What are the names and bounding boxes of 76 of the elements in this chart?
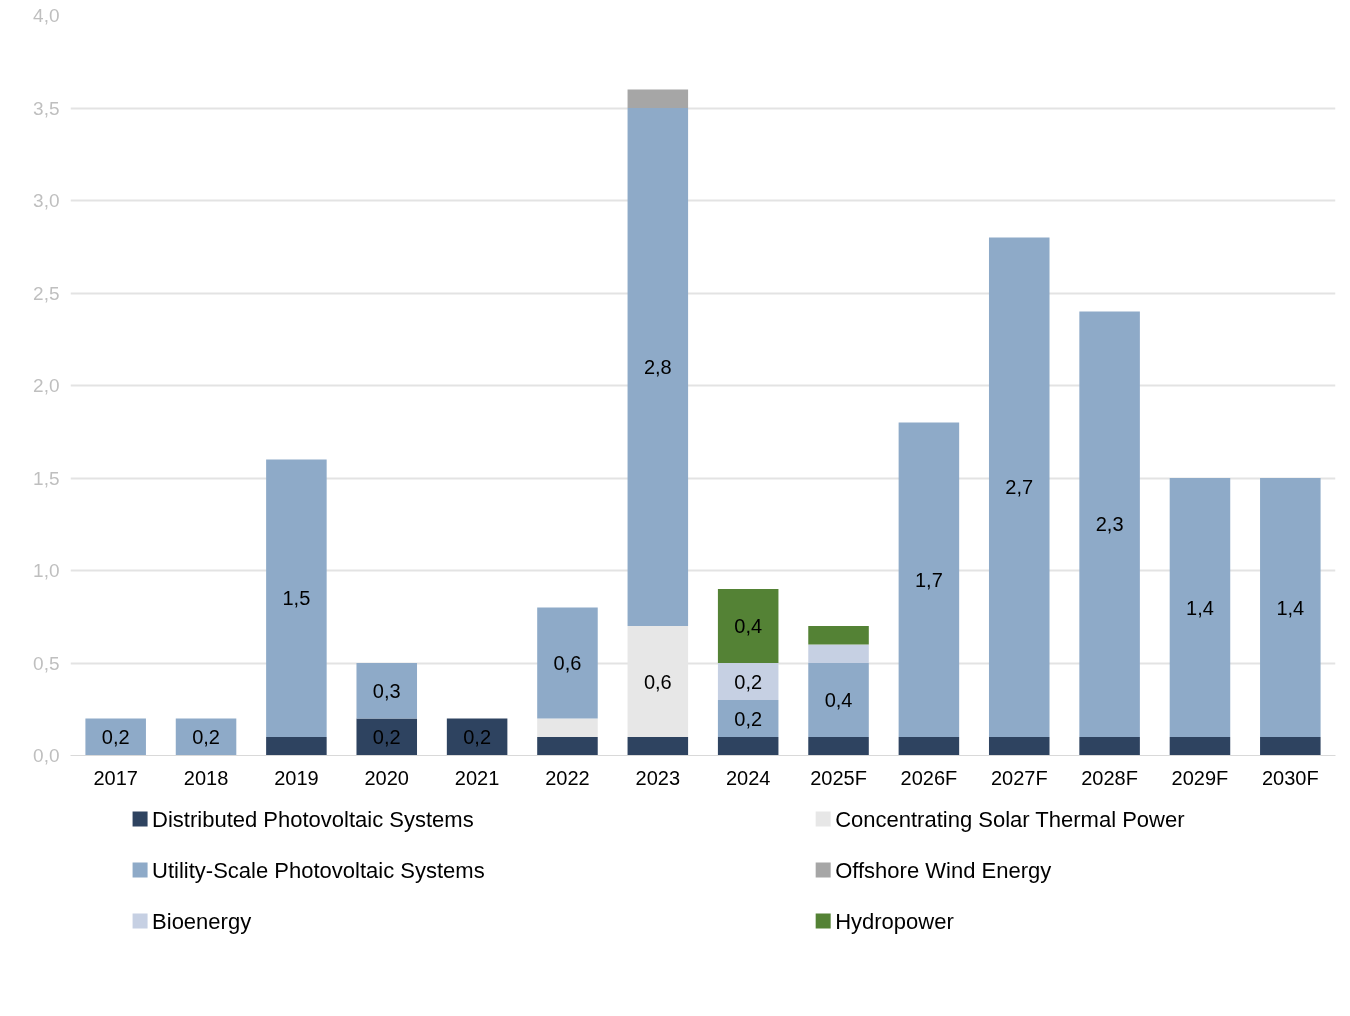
y-tick-label: 3,0 (33, 190, 60, 211)
x-tick-label: 2028F (1081, 766, 1138, 789)
y-tick-label: 0,5 (33, 652, 60, 674)
x-tick-label: 2024 (725, 766, 771, 789)
y-tick-label: 1,5 (33, 467, 60, 489)
bar (627, 108, 689, 626)
bar (627, 737, 689, 756)
bar (898, 422, 960, 737)
x-tick-label: 2029F (1171, 766, 1229, 789)
data-label: 0,2 (734, 670, 763, 693)
bar (356, 718, 418, 756)
y-tick-label: 3,5 (33, 97, 60, 119)
bar (537, 737, 598, 756)
legend-label: Distributed Photovoltaic Systems (152, 806, 474, 832)
bar (266, 459, 327, 737)
legend-label: Bioenergy (152, 908, 252, 934)
bar (808, 626, 869, 645)
x-tick-label: 2017 (93, 766, 138, 789)
x-tick-label: 2030F (1261, 766, 1319, 789)
bar (1079, 311, 1140, 737)
bar (1079, 737, 1140, 756)
bar (627, 89, 689, 108)
bar (808, 663, 869, 737)
x-tick-label: 2018 (183, 766, 229, 789)
x-tick-label: 2020 (364, 766, 409, 789)
x-tick-label: 2019 (274, 766, 319, 789)
bar (717, 737, 779, 756)
legend-label: Utility-Scale Photovoltaic Systems (152, 857, 485, 883)
x-tick-label: 2027F (990, 766, 1048, 789)
bar (898, 737, 960, 756)
data-label: 0,6 (553, 652, 582, 674)
bar (1260, 478, 1321, 737)
bar (717, 589, 779, 663)
bar (1169, 478, 1231, 737)
data-label: 1,7 (914, 568, 943, 591)
bar (808, 737, 869, 756)
bar (1260, 737, 1321, 756)
data-label: 0,2 (463, 726, 492, 748)
legend-label: Concentrating Solar Thermal Power (835, 806, 1185, 832)
bar (808, 644, 869, 663)
y-tick-label: 4,0 (33, 5, 60, 26)
y-tick-label: 0,0 (33, 745, 60, 766)
data-label: 1,4 (1186, 596, 1214, 619)
data-label: 2,3 (1095, 513, 1124, 536)
bar (717, 700, 779, 737)
data-label: 0,2 (734, 707, 763, 730)
data-label: 0,3 (372, 679, 401, 702)
data-label: 2,7 (1005, 476, 1034, 499)
x-tick-label: 2023 (635, 766, 681, 789)
data-label: 1,4 (1276, 596, 1305, 619)
bar (1169, 737, 1231, 756)
bar (988, 737, 1050, 756)
bar (85, 718, 146, 756)
x-tick-label: 2025F (810, 766, 867, 789)
data-label: 0,2 (372, 726, 401, 748)
y-tick-label: 2,5 (33, 282, 60, 304)
data-label: 0,2 (101, 726, 130, 748)
bar (356, 663, 418, 719)
bar (266, 737, 327, 756)
bar (717, 663, 779, 700)
data-label: 0,2 (192, 726, 220, 748)
x-tick-label: 2021 (454, 766, 500, 789)
x-tick-label: 2026F (900, 766, 958, 789)
legend-label: Offshore Wind Energy (835, 857, 1052, 883)
bar (537, 607, 598, 719)
data-label: 0,4 (824, 689, 853, 711)
bar (537, 718, 598, 737)
x-tick-label: 2022 (545, 766, 590, 789)
bar (988, 237, 1050, 737)
data-label: 0,4 (734, 615, 763, 637)
y-tick-label: 2,0 (33, 375, 60, 396)
y-tick-label: 1,0 (33, 560, 60, 581)
data-label: 1,5 (282, 587, 311, 610)
data-label: 2,8 (643, 356, 672, 378)
legend-label: Hydropower (835, 908, 954, 934)
data-label: 0,6 (643, 670, 672, 693)
